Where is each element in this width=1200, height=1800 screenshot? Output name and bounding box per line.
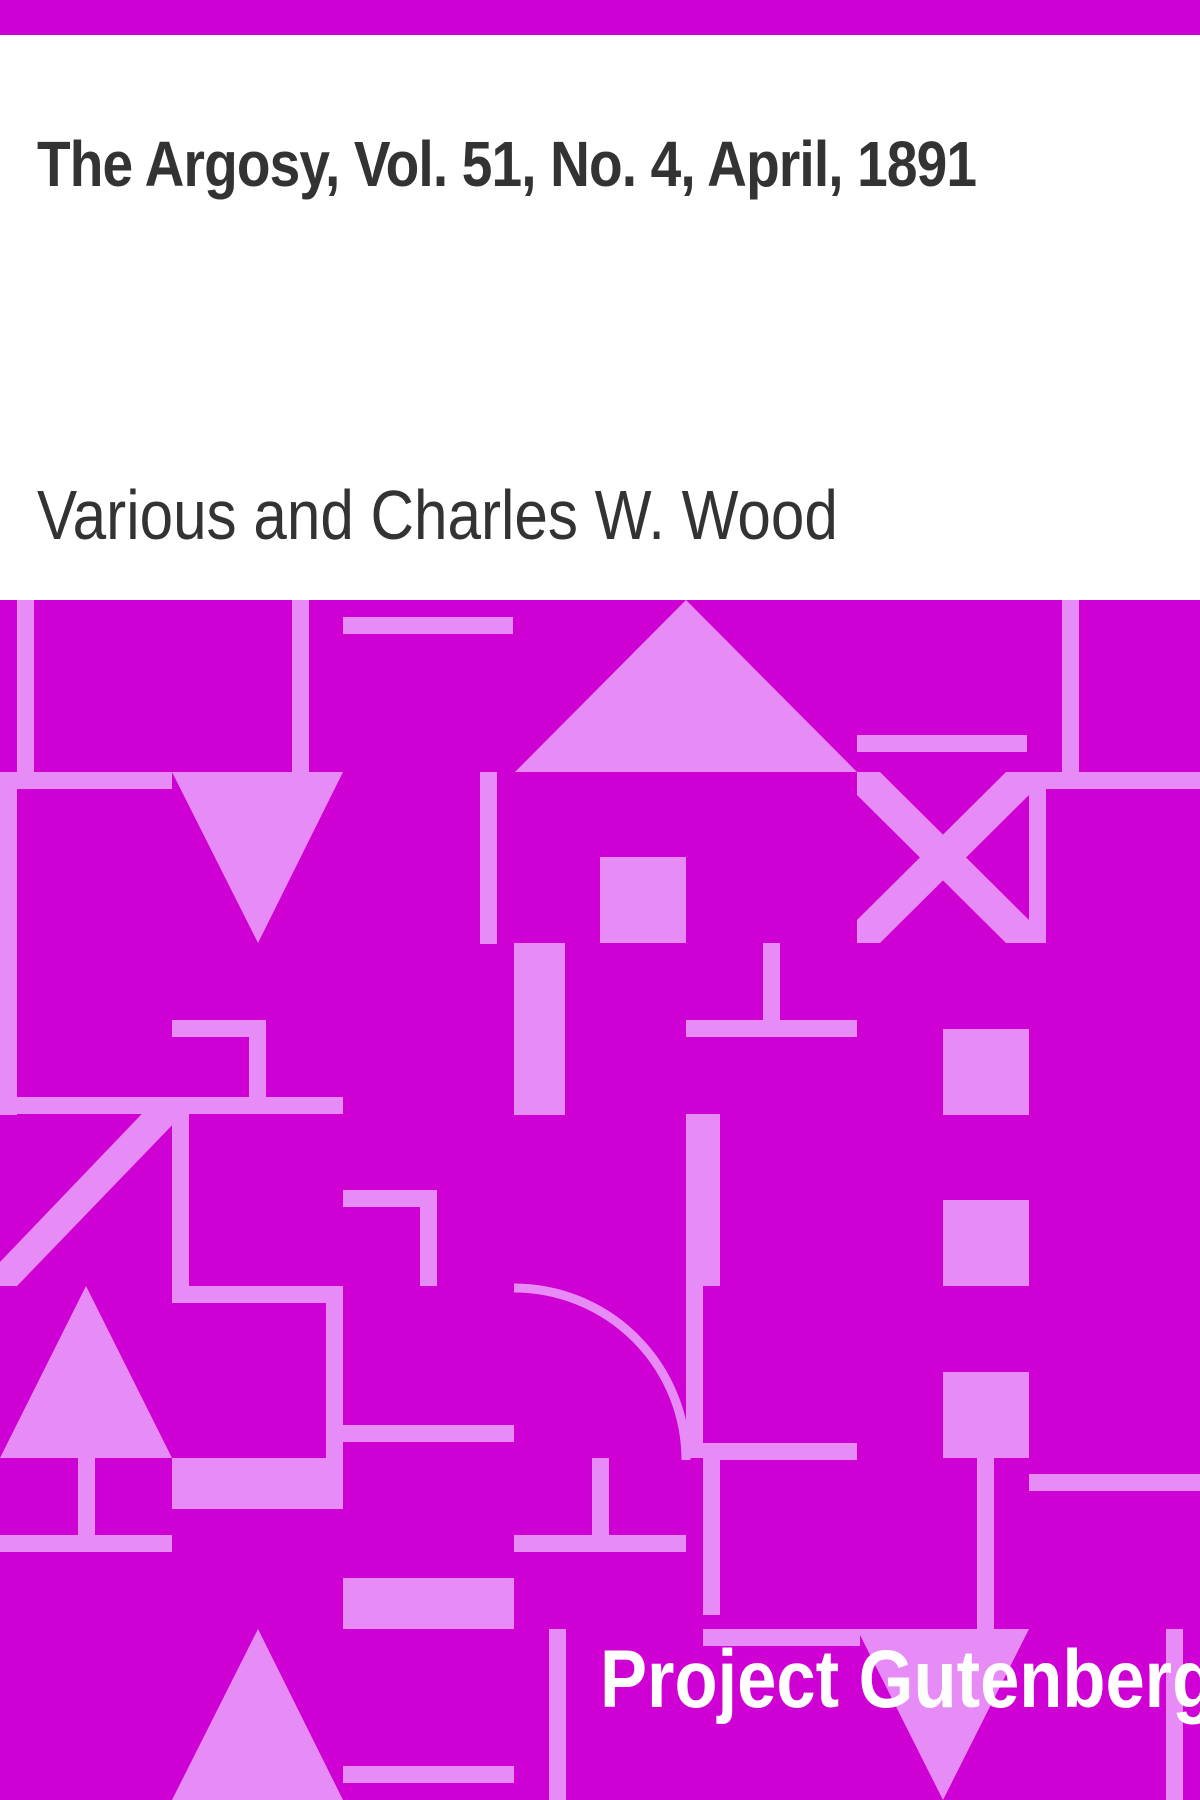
title-area: The Argosy, Vol. 51, No. 4, April, 1891 … — [0, 35, 1200, 600]
book-author: Various and Charles W. Wood — [37, 476, 838, 554]
geometric-pattern — [0, 600, 1200, 1800]
top-color-band — [0, 0, 1200, 35]
publisher-name: Project Gutenberg — [600, 1634, 1200, 1725]
pattern-shapes — [0, 600, 1200, 1800]
book-title: The Argosy, Vol. 51, No. 4, April, 1891 — [37, 128, 977, 200]
